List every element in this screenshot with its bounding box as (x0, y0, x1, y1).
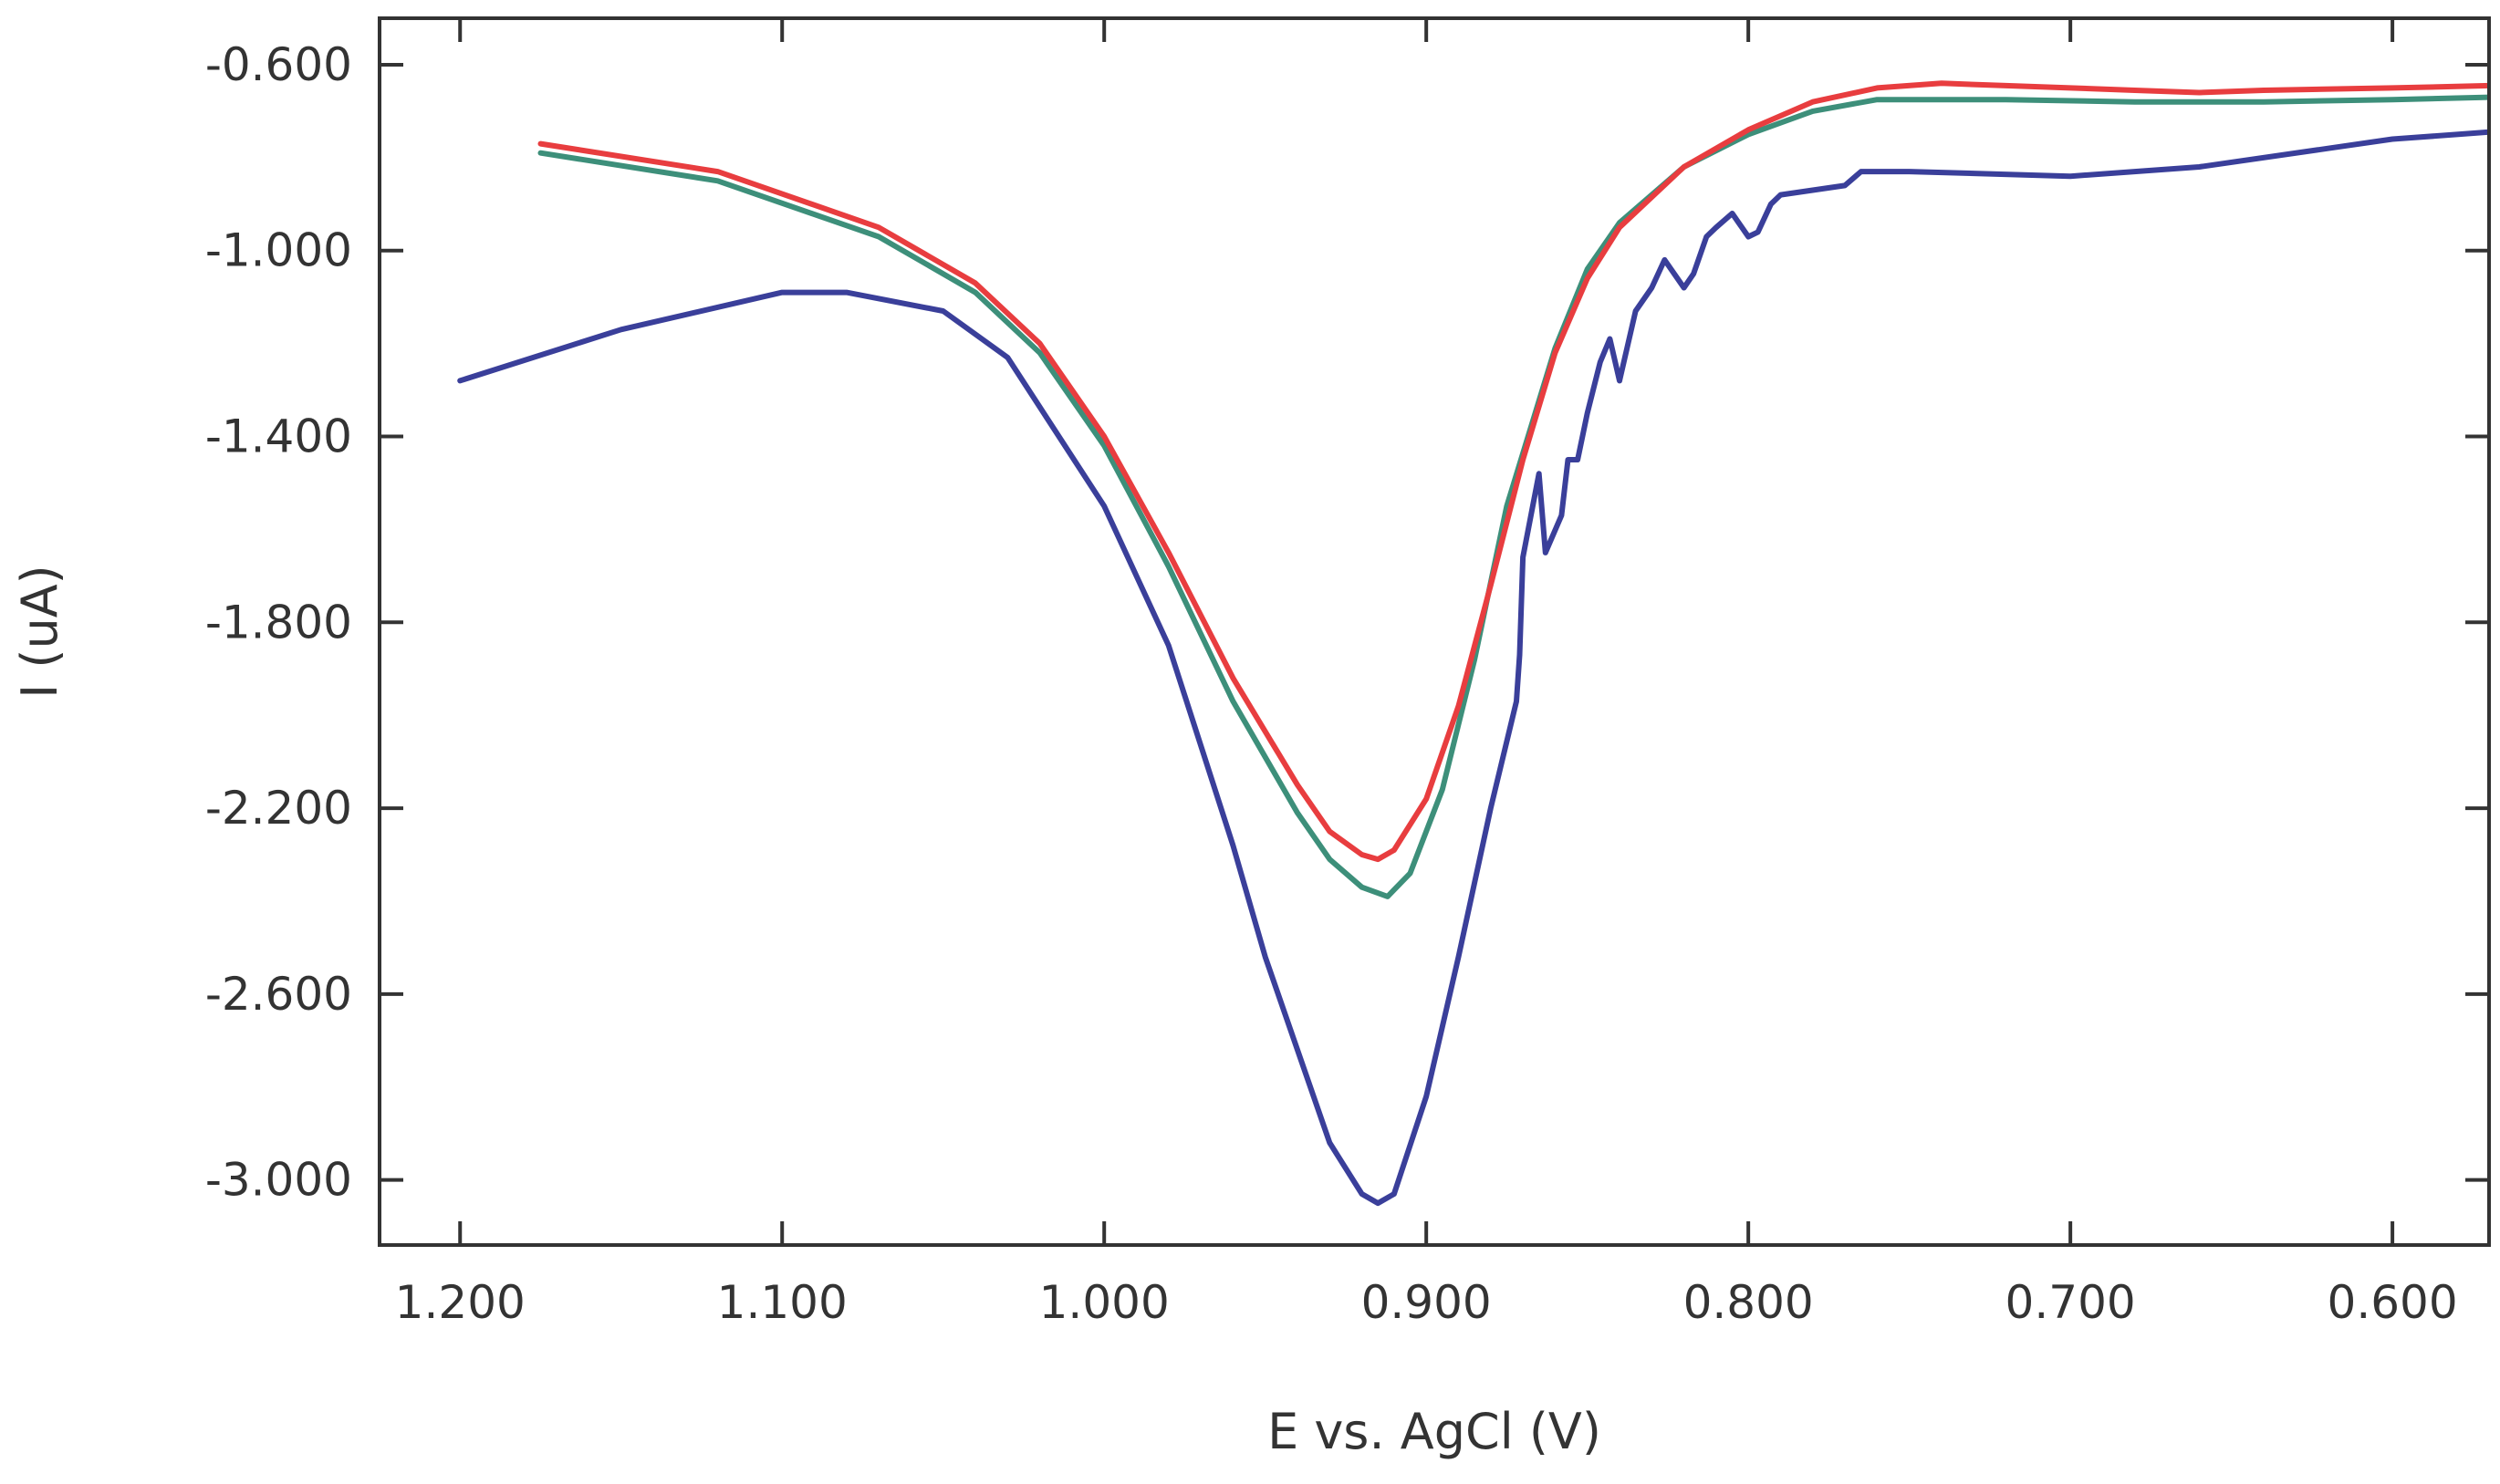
plot-frame (378, 16, 2491, 1247)
y-tick-label: -2.600 (205, 968, 352, 1021)
y-tick-label: -1.800 (205, 596, 352, 649)
x-tick-label: 0.800 (1683, 1276, 1814, 1329)
y-tick-label: -2.200 (205, 782, 352, 835)
x-tick-label: 1.200 (395, 1276, 526, 1329)
x-tick-label: 0.900 (1361, 1276, 1492, 1329)
plot-lines (457, 80, 2489, 1207)
x-tick-label: 1.000 (1039, 1276, 1170, 1329)
x-tick-label: 0.600 (2328, 1276, 2458, 1329)
series-line-green (537, 94, 2489, 899)
y-tick-label: -1.400 (205, 410, 352, 463)
y-axis-ticks: -0.600 -1.000 -1.400 -1.800 -2.200 -2.600 -3.0… (205, 38, 2489, 1207)
y-axis-title: I (uA) (11, 565, 68, 698)
x-axis-ticks: 1.200 1.100 1.000 0.900 0.800 0.700 0.600 (395, 18, 2458, 1329)
y-tick-label: -0.600 (205, 38, 352, 91)
y-tick-label: -3.000 (205, 1154, 352, 1207)
x-axis-title: E vs. AgCl (V) (1267, 1403, 1601, 1460)
x-tick-label: 0.700 (2005, 1276, 2136, 1329)
y-tick-label: -1.000 (205, 224, 352, 277)
series-line-red (537, 80, 2489, 863)
series-line-blue (457, 129, 2489, 1207)
x-tick-label: 1.100 (717, 1276, 848, 1329)
